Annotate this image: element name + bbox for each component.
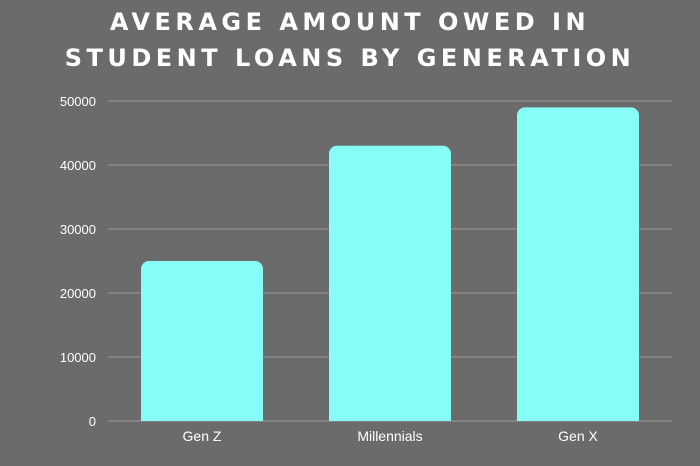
y-tick-label: 0 <box>89 414 96 429</box>
bar-base <box>517 411 639 421</box>
y-tick-label: 40000 <box>60 158 96 173</box>
bar-millennials <box>329 145 451 422</box>
y-tick-label: 10000 <box>60 350 96 365</box>
x-category-label: Gen X <box>558 428 598 444</box>
bar-base <box>329 411 451 421</box>
bar-gen-z <box>141 261 263 421</box>
y-tick-label: 50000 <box>60 94 96 109</box>
y-tick-label: 20000 <box>60 286 96 301</box>
y-tick-label: 30000 <box>60 222 96 237</box>
x-category-label: Gen Z <box>183 428 222 444</box>
chart-title: AVERAGE AMOUNT OWED IN STUDENT LOANS BY … <box>0 4 700 76</box>
bar-base <box>141 411 263 421</box>
chart-title-line-1: AVERAGE AMOUNT OWED IN <box>109 8 591 36</box>
bar-gen-x <box>517 107 639 422</box>
chart-title-line-2: STUDENT LOANS BY GENERATION <box>64 44 636 72</box>
x-category-label: Millennials <box>357 428 422 444</box>
